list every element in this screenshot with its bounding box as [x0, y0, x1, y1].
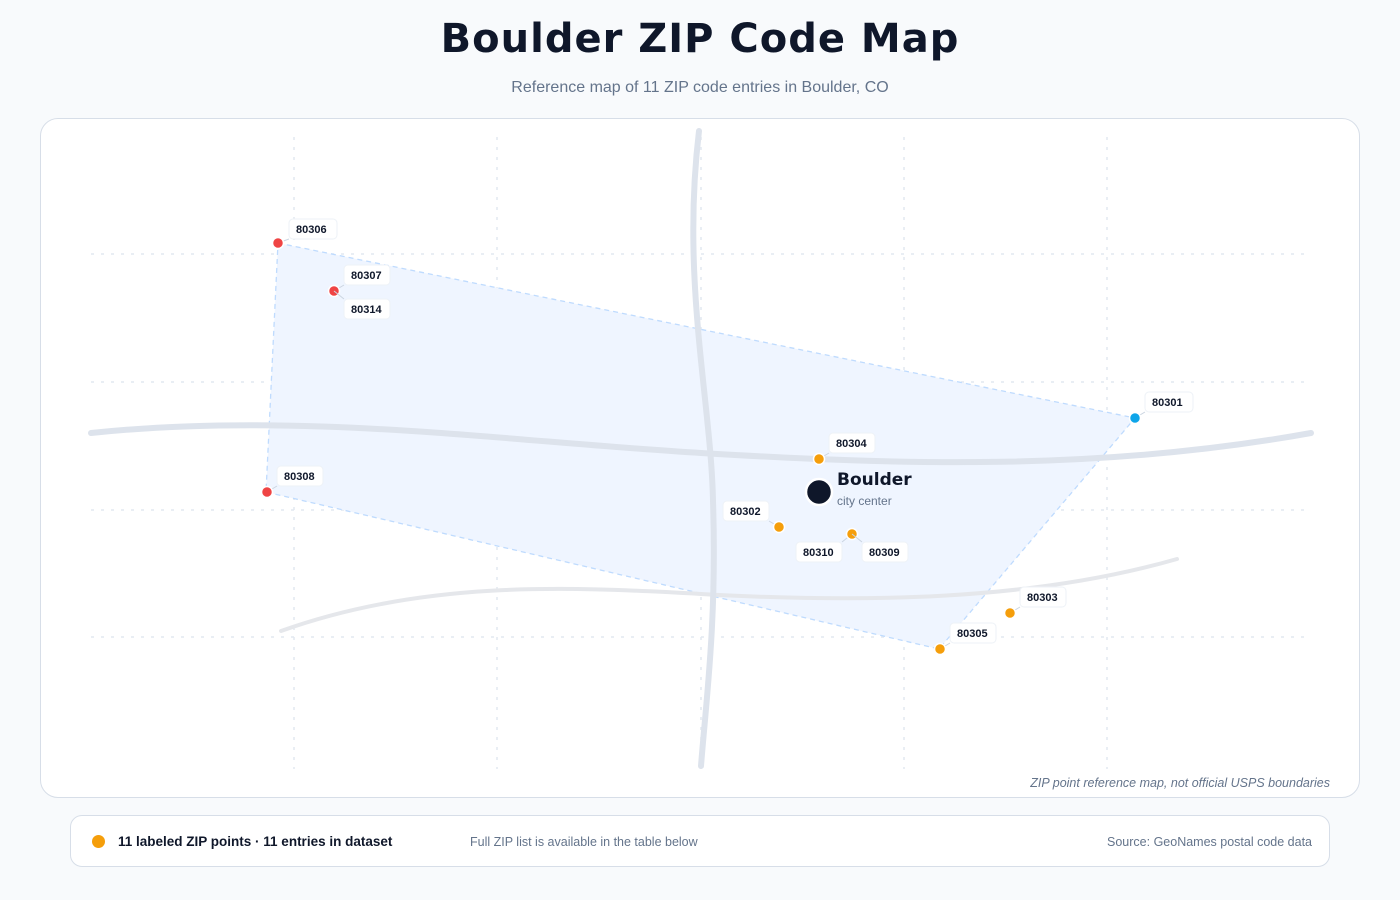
city-caption-label: city center — [837, 494, 892, 508]
legend-source: Source: GeoNames postal code data — [1107, 835, 1312, 849]
zip-label-box — [276, 465, 324, 487]
zip-marker-dot[interactable] — [772, 520, 786, 534]
zip-point-layer: 80306 80307 80314 80308 80301 80304 80302 80310… — [260, 218, 1194, 656]
legend-dot-icon — [92, 835, 105, 848]
zip-label-box — [861, 541, 909, 563]
zip-point-80310[interactable]: 80310 — [795, 527, 859, 563]
zip-label: 80304 — [836, 438, 867, 450]
zip-point-80301[interactable]: 80301 — [1128, 391, 1194, 425]
zip-label: 80314 — [351, 304, 382, 316]
zip-point-80306[interactable]: 80306 — [271, 218, 338, 250]
city-center-marker[interactable]: Boulder city center — [804, 470, 912, 508]
zip-leader-line — [333, 290, 345, 300]
zip-point-80305[interactable]: 80305 — [933, 622, 997, 656]
map-canvas[interactable]: 80306 80307 80314 80308 80301 80304 80302 80310… — [41, 119, 1359, 797]
legend-bar: 11 labeled ZIP points · 11 entries in da… — [70, 815, 1330, 867]
zip-label: 80303 — [1027, 592, 1058, 604]
map-disclaimer: ZIP point reference map, not official US… — [1030, 776, 1330, 790]
zip-label: 80308 — [284, 471, 315, 483]
zip-label-box — [828, 432, 876, 454]
zip-point-80302[interactable]: 80302 — [722, 500, 786, 534]
page-subtitle: Reference map of 11 ZIP code entries in … — [511, 79, 889, 96]
legend-count: 11 labeled ZIP points · 11 entries in da… — [118, 834, 393, 849]
zip-label-box — [343, 298, 391, 320]
city-center-dot[interactable] — [804, 477, 834, 507]
zip-point-80304[interactable]: 80304 — [812, 432, 876, 466]
zip-point-80303[interactable]: 80303 — [1003, 586, 1067, 620]
page-title: Boulder ZIP Code Map — [440, 16, 960, 62]
zip-label-box — [343, 264, 391, 286]
zip-label: 80305 — [957, 628, 988, 640]
zip-label: 80310 — [803, 547, 834, 559]
zip-label: 80302 — [730, 506, 761, 518]
zip-leader-line — [851, 533, 863, 543]
zip-marker-dot[interactable] — [260, 485, 274, 499]
zip-marker-dot[interactable] — [1128, 411, 1142, 425]
zip-label: 80306 — [296, 224, 327, 236]
zip-label-box — [949, 622, 997, 644]
zip-label-box — [1019, 586, 1067, 608]
city-name-label: Boulder — [837, 470, 912, 490]
zip-point-80314[interactable]: 80314 — [333, 290, 391, 320]
zip-point-80308[interactable]: 80308 — [260, 465, 324, 499]
zip-label: 80301 — [1152, 397, 1183, 409]
zip-marker-dot[interactable] — [812, 452, 826, 466]
zip-marker-dot[interactable] — [271, 236, 285, 250]
zip-label-box — [722, 500, 770, 522]
zip-marker-dot[interactable] — [933, 642, 947, 656]
zip-label-box — [1144, 391, 1194, 413]
zip-coverage-area — [265, 242, 1137, 650]
zip-label: 80307 — [351, 270, 382, 282]
zip-point-80309[interactable]: 80309 — [851, 533, 909, 563]
zip-label-box — [288, 218, 338, 240]
zip-marker-dot[interactable] — [1003, 606, 1017, 620]
legend-note: Full ZIP list is available in the table … — [470, 835, 698, 849]
zip-label-box — [795, 541, 843, 563]
zip-label: 80309 — [869, 547, 900, 559]
map-panel[interactable]: 80306 80307 80314 80308 80301 80304 80302 80310… — [40, 118, 1360, 798]
